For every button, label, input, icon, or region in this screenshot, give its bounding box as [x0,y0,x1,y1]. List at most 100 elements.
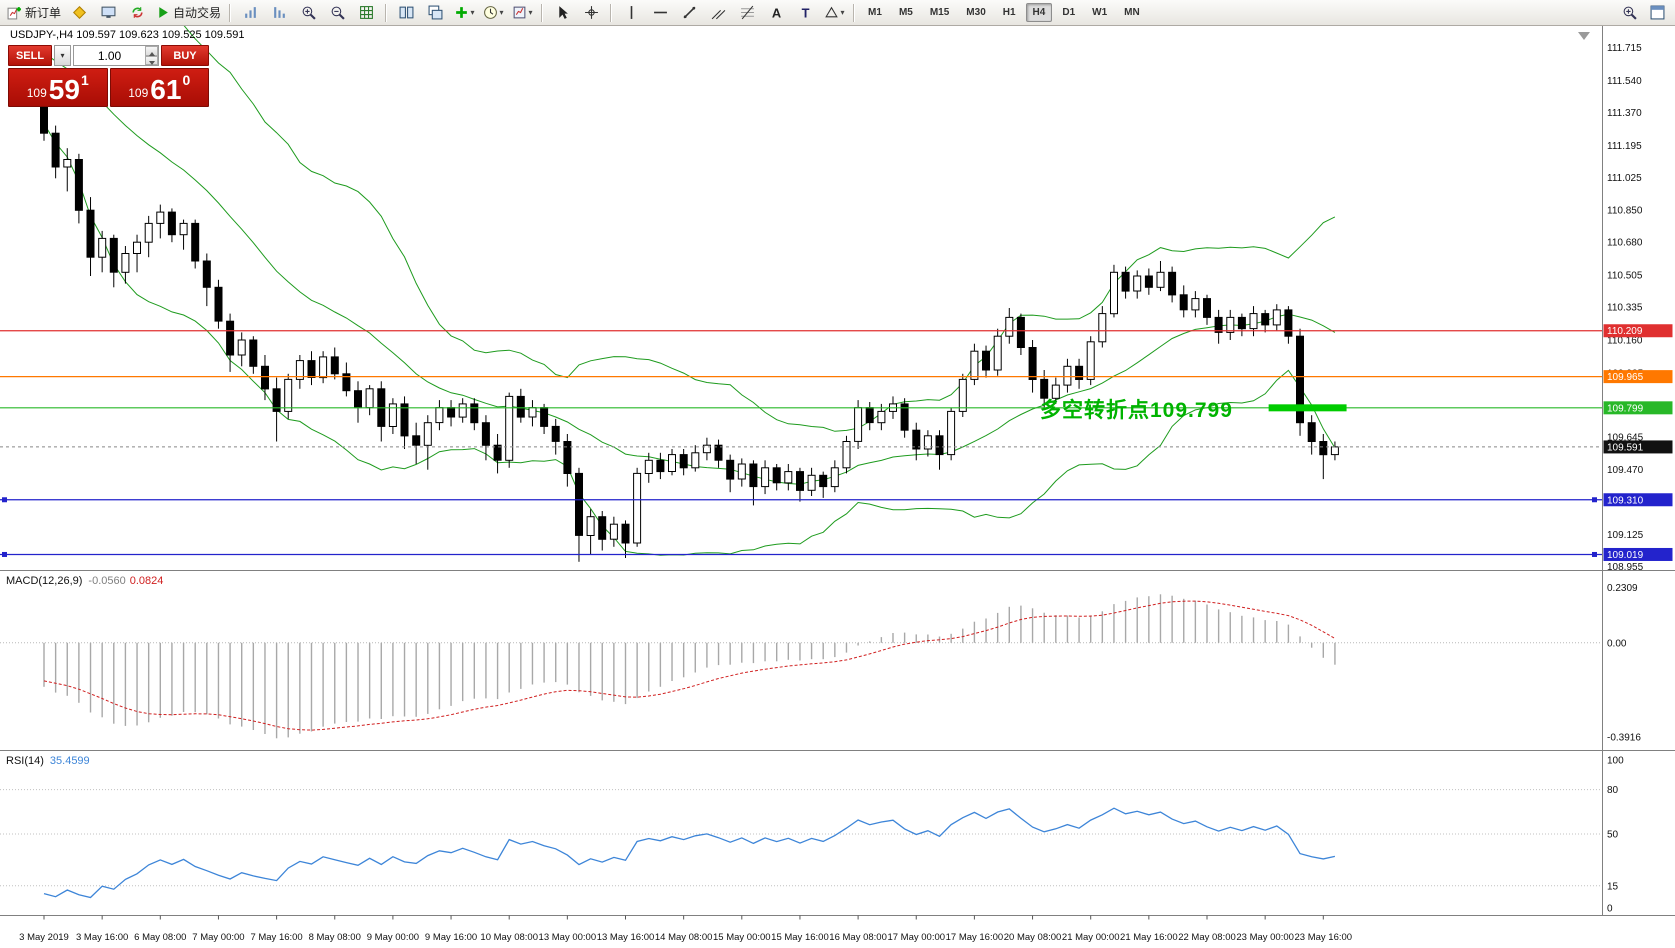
timeframe-m1[interactable]: M1 [868,7,882,18]
time-tick-label: 16 May 08:00 [829,932,887,943]
new-order-button[interactable]: 新订单 [4,1,64,25]
zoom-in-button[interactable] [294,1,322,25]
tile-windows-button[interactable] [392,1,420,25]
ask-big-digits: 61 [150,74,182,105]
current-price-tag-label: 109.591 [1607,442,1644,453]
new-window-button[interactable] [1643,1,1671,25]
grid-button[interactable] [352,1,380,25]
timeframe-h1[interactable]: H1 [1002,7,1016,18]
label-tool-button[interactable]: T [791,1,819,25]
horizontal-line-tool-button[interactable] [646,1,674,25]
sort-ascending-button[interactable] [236,1,264,25]
templates-button[interactable]: ▾ [508,1,536,25]
hline-109.019-handle[interactable] [1592,551,1597,557]
shapes-tool-button[interactable]: ▾ [820,1,848,25]
candle [1237,316,1246,330]
candle [784,471,793,484]
horizontal-line-tool-icon [653,5,668,20]
zoom-search-button[interactable] [1615,1,1643,25]
timeframe-m15[interactable]: M15 [929,7,950,18]
ask-prefix: 109 [128,86,149,100]
periods-dropdown-icon[interactable]: ▾ [499,8,504,17]
candle [63,159,72,168]
autotrading-button[interactable]: 自动交易 [152,1,224,25]
grid-icon [359,5,374,20]
volume-spinner[interactable] [145,46,158,65]
price-tick: 109.125 [1607,530,1644,541]
spin-down-icon[interactable] [145,55,158,65]
refresh-button[interactable] [123,1,151,25]
candle [772,467,781,484]
hline-109.019-handle[interactable] [2,551,7,557]
candle [458,403,467,418]
templates-dropdown-icon[interactable]: ▾ [528,8,533,17]
candle [830,467,839,488]
candle [481,422,490,446]
pivot-level-highlight[interactable] [1268,404,1347,412]
time-tick-label: 17 May 00:00 [887,932,945,943]
cursor-icon [555,5,570,20]
periods-button[interactable]: ▾ [479,1,507,25]
cursor-button[interactable] [548,1,576,25]
buy-price-display[interactable]: 109 61 0 [109,68,209,107]
sort-descending-button[interactable] [265,1,293,25]
macd-axis-tick: -0.3916 [1607,732,1641,743]
shapes-tool-dropdown-icon[interactable]: ▾ [840,8,845,17]
market-watch-button[interactable] [94,1,122,25]
new-chart-dropdown-icon[interactable]: ▾ [470,8,475,17]
candle [133,241,141,254]
order-type-dropdown[interactable] [54,45,71,66]
candle [1121,271,1130,292]
buy-button[interactable]: BUY [161,45,209,66]
candle [551,425,560,442]
price-tick: 110.505 [1607,271,1643,282]
candle [272,388,281,412]
cascade-windows-button[interactable] [421,1,449,25]
timeframe-d1[interactable]: D1 [1062,7,1076,18]
spin-up-icon[interactable] [145,46,158,56]
metaeditor-button[interactable] [65,1,93,25]
sell-button[interactable]: SELL [8,45,52,66]
pivot-annotation[interactable]: 多空转折点109.799 [1040,399,1233,422]
zoom-out-button[interactable] [323,1,351,25]
volume-input[interactable] [73,45,159,66]
candle [400,403,409,437]
candle [1005,316,1014,337]
price-tick: 108.955 [1607,562,1644,573]
candle [342,373,351,392]
candle [1272,309,1281,326]
timeframe-m30[interactable]: M30 [966,7,986,18]
templates-icon [512,5,527,20]
text-tool-icon: A [769,5,784,20]
sell-price-display[interactable]: 109 59 1 [8,68,108,107]
timeframe-h4[interactable]: H4 [1025,3,1053,22]
timeframe-w1[interactable]: W1 [1092,7,1108,18]
hline-109.310-handle[interactable] [1592,497,1597,503]
candle [575,472,583,536]
candle [1296,335,1304,424]
candle [819,474,828,488]
trendline-tool-icon [682,5,697,20]
price-chart: 111.715 111.540 111.370 111.195 111.025 110.8… [0,26,1675,948]
crosshair-icon [584,5,599,20]
candle [854,407,863,442]
macd-indicator [0,594,1602,739]
time-tick-label: 14 May 08:00 [655,932,713,943]
candle [609,523,618,540]
time-tick-label: 7 May 16:00 [250,932,302,943]
vertical-line-tool-button[interactable] [617,1,645,25]
candle [388,403,397,427]
new-chart-button[interactable]: ▾ [450,1,478,25]
candle [947,410,956,456]
fibonacci-tool-button[interactable] [733,1,761,25]
text-tool-button[interactable]: A [762,1,790,25]
timeframe-m5[interactable]: M5 [898,7,913,18]
trendline-tool-button[interactable] [675,1,703,25]
crosshair-button[interactable] [577,1,605,25]
timeframe-mn[interactable]: MN [1124,7,1140,18]
hline-109.310-handle[interactable] [2,497,7,503]
chart-shift-marker[interactable] [1578,32,1590,40]
channel-tool-button[interactable] [704,1,732,25]
candle [644,459,653,474]
market-watch-icon [101,5,116,20]
